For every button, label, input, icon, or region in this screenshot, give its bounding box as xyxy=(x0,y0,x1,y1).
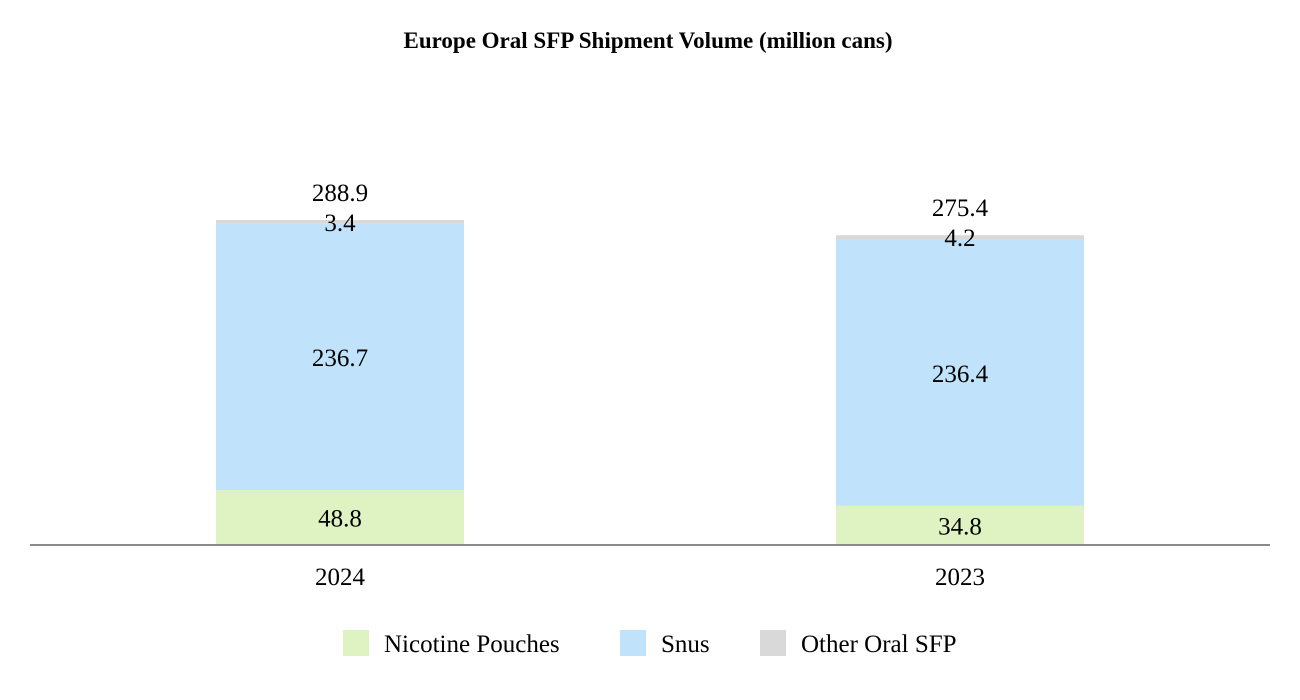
total-label-2024: 288.9 xyxy=(312,180,368,207)
x-tick-labels: 2024 2023 xyxy=(315,564,985,591)
value-label-other-oral-sfp-2024: 3.4 xyxy=(324,210,356,237)
value-labels-layer: 48.8 236.7 3.4 288.9 34.8 236.4 4.2 275.4 xyxy=(312,180,989,540)
legend: Nicotine Pouches Snus Other Oral SFP xyxy=(343,630,957,658)
value-label-snus-2023: 236.4 xyxy=(932,361,989,388)
x-tick-label-2023: 2023 xyxy=(935,564,985,591)
legend-swatch-nicotine-pouches xyxy=(343,630,369,656)
bar-nicotine-pouches-2023 xyxy=(836,505,1084,545)
legend-label-other-oral-sfp: Other Oral SFP xyxy=(801,631,957,658)
x-tick-label-2024: 2024 xyxy=(315,564,366,591)
total-label-2023: 275.4 xyxy=(932,195,989,222)
value-label-other-oral-sfp-2023: 4.2 xyxy=(944,225,975,252)
bar-nicotine-pouches-2024 xyxy=(216,490,464,545)
legend-swatch-other-oral-sfp xyxy=(760,630,786,656)
legend-label-snus: Snus xyxy=(661,631,710,658)
bar-other-oral-sfp-2023 xyxy=(836,235,1084,240)
bar-other-oral-sfp-2024 xyxy=(216,220,464,224)
chart-title: Europe Oral SFP Shipment Volume (million… xyxy=(403,28,892,53)
bars-layer xyxy=(216,220,1084,545)
bar-snus-2024 xyxy=(216,223,464,491)
bar-snus-2023 xyxy=(836,239,1084,506)
value-label-nicotine-pouches-2023: 34.8 xyxy=(938,513,982,540)
legend-swatch-snus xyxy=(620,630,646,656)
legend-label-nicotine-pouches: Nicotine Pouches xyxy=(384,631,560,658)
value-label-snus-2024: 236.7 xyxy=(312,345,368,372)
value-label-nicotine-pouches-2024: 48.8 xyxy=(318,506,362,533)
